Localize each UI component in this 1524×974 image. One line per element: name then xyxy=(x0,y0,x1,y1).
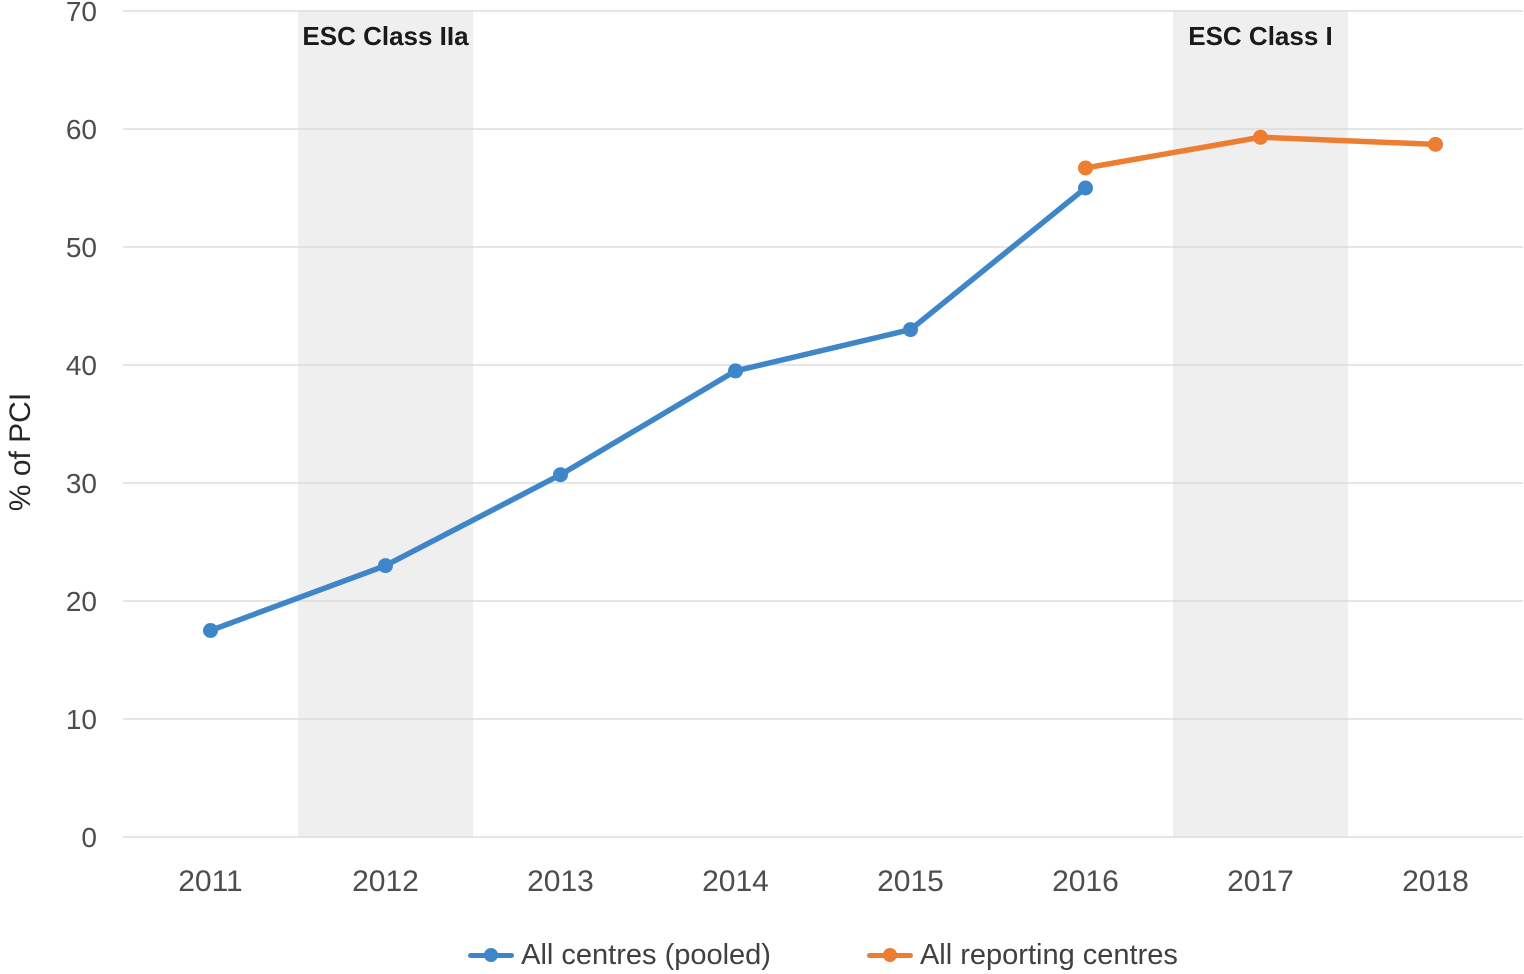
annotation-label: ESC Class I xyxy=(1188,21,1333,51)
series-line xyxy=(207,185,1089,634)
x-tick-label: 2014 xyxy=(702,865,769,898)
legend-dot-icon xyxy=(882,948,897,962)
data-point-marker xyxy=(1428,136,1443,152)
y-tick-label: 0 xyxy=(81,822,97,853)
y-tick-label: 70 xyxy=(66,0,97,27)
legend-item-all-reporting-centres: All reporting centres xyxy=(866,938,1178,972)
x-tick-label: 2013 xyxy=(527,865,594,898)
data-point-marker xyxy=(203,623,218,638)
legend-label: All centres (pooled) xyxy=(521,938,771,971)
y-axis-title: % of PCI xyxy=(4,392,37,512)
chart-legend: All centres (pooled) All reporting centr… xyxy=(123,936,1523,974)
data-point-marker xyxy=(903,322,918,338)
y-tick-label: 50 xyxy=(66,232,97,263)
y-tick-label: 10 xyxy=(66,704,97,735)
y-tick-label: 20 xyxy=(66,586,97,617)
x-tick-label: 2016 xyxy=(1052,865,1119,898)
y-tick-label: 60 xyxy=(66,114,97,145)
legend-label: All reporting centres xyxy=(919,938,1178,971)
data-point-marker xyxy=(1078,180,1093,196)
x-tick-label: 2018 xyxy=(1402,865,1469,898)
data-point-marker xyxy=(1253,129,1268,145)
y-tick-label: 30 xyxy=(66,468,97,499)
legend-item-all-centres-pooled: All centres (pooled) xyxy=(468,939,771,972)
x-tick-label: 2011 xyxy=(178,865,243,898)
data-point-marker xyxy=(553,467,568,483)
legend-line-marker-icon xyxy=(468,948,515,962)
x-tick-label: 2017 xyxy=(1227,865,1294,898)
annotation-band xyxy=(298,11,473,837)
data-point-marker xyxy=(1078,160,1093,176)
x-tick-label: 2015 xyxy=(877,865,944,898)
x-tick-label: 2012 xyxy=(352,865,419,898)
legend-line-marker-icon xyxy=(866,948,913,962)
legend-dot-icon xyxy=(484,948,499,962)
annotation-label: ESC Class IIa xyxy=(302,21,469,51)
data-point-marker xyxy=(728,363,743,379)
y-tick-label: 40 xyxy=(66,350,97,381)
data-point-marker xyxy=(378,558,393,574)
